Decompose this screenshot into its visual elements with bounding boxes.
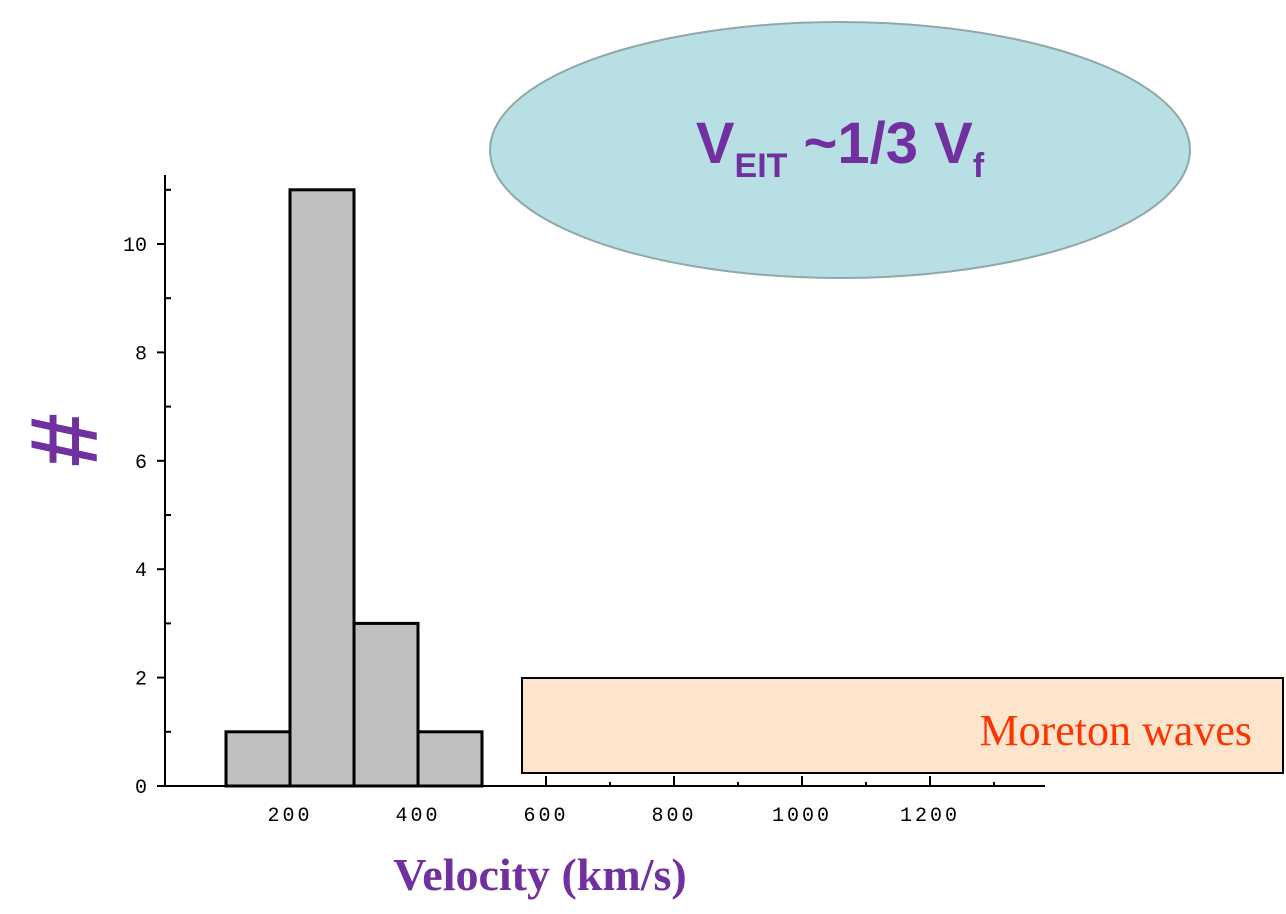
y-tick-label: 2 (135, 669, 147, 692)
x-tick-label: 1200 (900, 805, 960, 828)
histogram-bar (224, 730, 292, 788)
moreton-annotation-box: Moreton waves (521, 677, 1284, 774)
histogram-bar (352, 621, 420, 788)
x-tick-label: 400 (395, 805, 440, 828)
histogram-bar (288, 188, 356, 788)
histogram-bar (416, 730, 484, 788)
y-tick-label: 10 (123, 235, 147, 258)
x-tick-label: 600 (523, 805, 568, 828)
y-axis-label: # (11, 413, 118, 467)
moreton-label: Moreton waves (979, 706, 1253, 755)
y-tick-label: 0 (135, 777, 147, 800)
x-tick-label: 800 (651, 805, 696, 828)
x-tick-label: 1000 (772, 805, 832, 828)
ratio-annotation: VEIT ~1/3 Vf (695, 111, 985, 185)
x-axis-label: Velocity (km/s) (393, 849, 687, 900)
y-tick-label: 4 (135, 560, 147, 583)
y-tick-label: 8 (135, 343, 147, 366)
y-tick-label: 6 (135, 452, 147, 475)
annotation-ellipse (489, 21, 1191, 279)
chart-bars (224, 188, 484, 788)
x-tick-label: 200 (267, 805, 312, 828)
